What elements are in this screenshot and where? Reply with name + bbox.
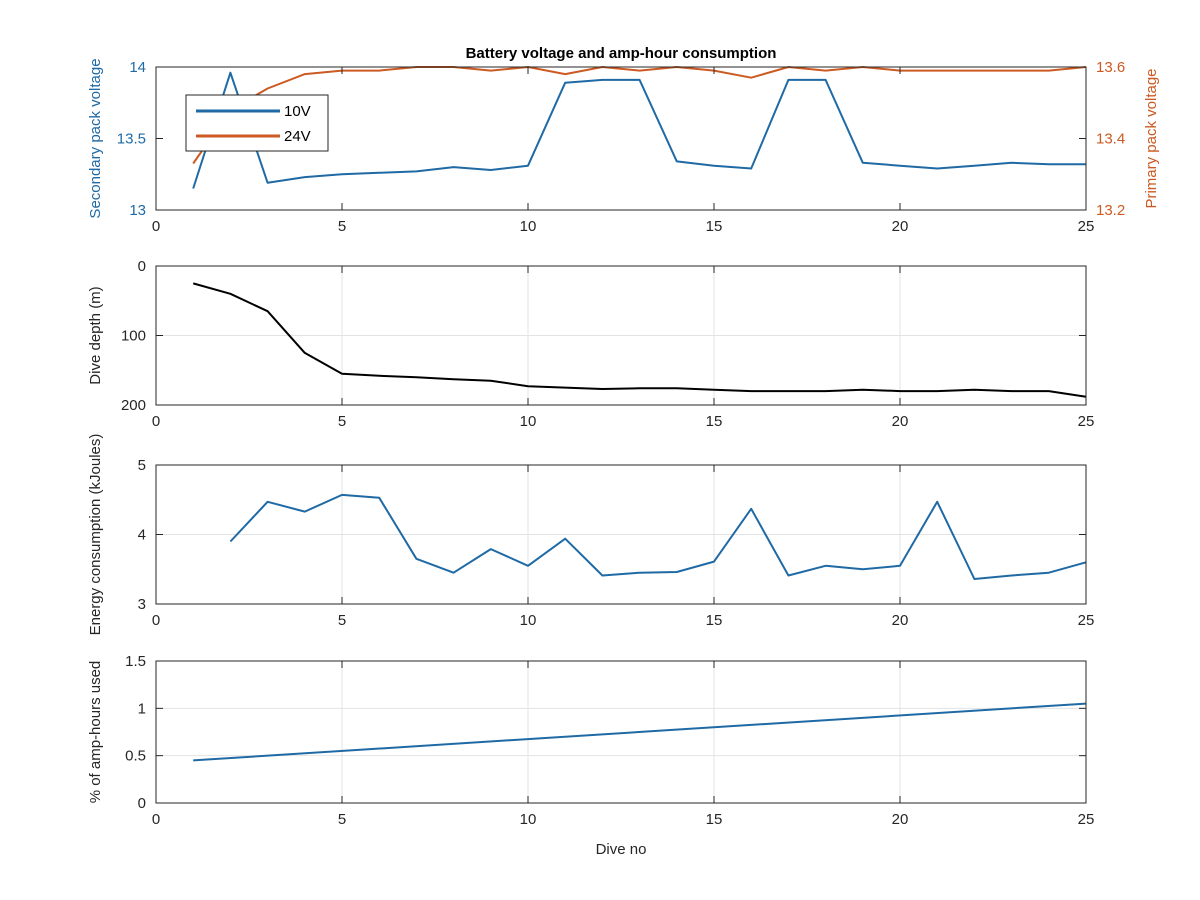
axes-box bbox=[155, 660, 1087, 804]
x-tick-label: 15 bbox=[706, 218, 723, 235]
subplot-4: 0 5 10 15 20 25 0 0.5 1 1.5 % of amp-hours used Div… bbox=[87, 653, 1094, 858]
x-tick-label: 5 bbox=[338, 612, 346, 629]
x-tick-label: 10 bbox=[520, 811, 537, 828]
x-tick-label: 20 bbox=[892, 218, 909, 235]
x-tick-label: 10 bbox=[520, 413, 537, 430]
y-tick-label: 200 bbox=[121, 397, 146, 414]
x-tick-label: 10 bbox=[520, 218, 537, 235]
x-tick-label: 0 bbox=[152, 612, 160, 629]
y-tick-label-right: 13.4 bbox=[1096, 131, 1125, 148]
legend-label-10v: 10V bbox=[284, 103, 311, 120]
x-tick-label: 20 bbox=[892, 413, 909, 430]
y-tick-label: 100 bbox=[121, 328, 146, 345]
x-tick-label: 20 bbox=[892, 811, 909, 828]
x-tick-label: 25 bbox=[1078, 811, 1095, 828]
legend-label-24v: 24V bbox=[284, 128, 311, 145]
x-tick-label: 15 bbox=[706, 612, 723, 629]
x-tick-label: 25 bbox=[1078, 413, 1095, 430]
x-tick-label: 10 bbox=[520, 612, 537, 629]
x-tick-label: 15 bbox=[706, 413, 723, 430]
series-line-1 bbox=[229, 493, 1087, 580]
y-tick-label: 0 bbox=[138, 795, 146, 812]
plot-area bbox=[156, 661, 1086, 803]
y-tick-label: 4 bbox=[138, 527, 146, 544]
y-tick-label: 0 bbox=[138, 258, 146, 275]
x-tick-label: 0 bbox=[152, 811, 160, 828]
y-tick-label: 1 bbox=[138, 700, 146, 717]
chart-title: Battery voltage and amp-hour consumption bbox=[466, 45, 777, 62]
y-axis-label: Energy consumption (kJoules) bbox=[87, 434, 104, 636]
y-tick-label: 5 bbox=[138, 457, 146, 474]
y-tick-label: 3 bbox=[138, 596, 146, 613]
series-line-1 bbox=[193, 702, 1087, 762]
y-axis-label-right: Primary pack voltage bbox=[1143, 68, 1160, 208]
y-tick-label: 13.5 bbox=[117, 131, 146, 148]
y-axis-label: Secondary pack voltage bbox=[87, 58, 104, 218]
subplot-2: 0 5 10 15 20 25 0 100 200 Dive depth (m) bbox=[87, 258, 1094, 430]
y-axis-label: Dive depth (m) bbox=[87, 286, 104, 384]
x-tick-label: 15 bbox=[706, 811, 723, 828]
x-tick-label: 5 bbox=[338, 413, 346, 430]
y-tick-label-right: 13.2 bbox=[1096, 202, 1125, 219]
x-tick-label: 25 bbox=[1078, 612, 1095, 629]
y-axis-label: % of amp-hours used bbox=[87, 661, 104, 804]
x-tick-label: 5 bbox=[338, 218, 346, 235]
y-tick-label: 0.5 bbox=[125, 748, 146, 765]
y-tick-label: 13 bbox=[129, 202, 146, 219]
x-tick-label: 25 bbox=[1078, 218, 1095, 235]
legend-box bbox=[185, 94, 329, 152]
y-tick-label-right: 13.6 bbox=[1096, 59, 1125, 76]
x-axis-label: Dive no bbox=[596, 841, 647, 858]
x-tick-label: 20 bbox=[892, 612, 909, 629]
subplot-3: 0 5 10 15 20 25 3 4 5 Energy consumption (kJoules… bbox=[87, 434, 1094, 636]
series-line-10v bbox=[192, 71, 1086, 189]
x-tick-label: 0 bbox=[152, 218, 160, 235]
y-tick-label: 1.5 bbox=[125, 653, 146, 670]
x-tick-label: 0 bbox=[152, 413, 160, 430]
y-tick-label: 14 bbox=[129, 59, 146, 76]
subplot-1: 0 5 10 15 20 25 13 13.5 14 13.2 13.4 13.6 Secondary … bbox=[87, 45, 1160, 235]
x-tick-label: 5 bbox=[338, 811, 346, 828]
